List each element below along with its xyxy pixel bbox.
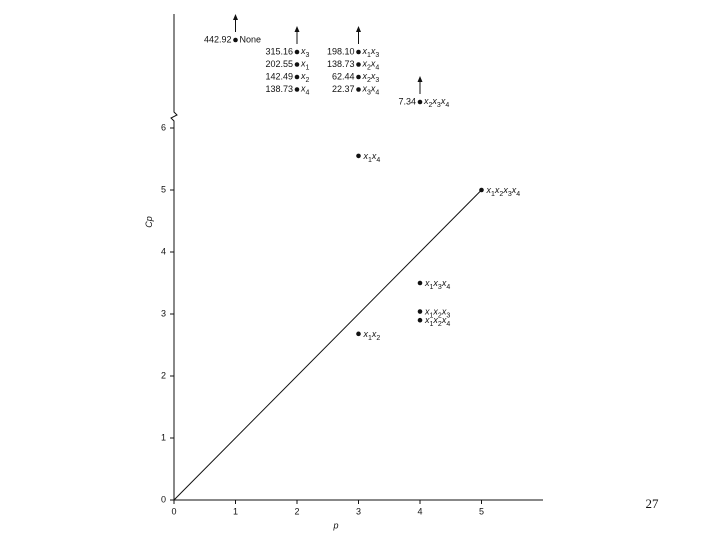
x-tick-label: 4 bbox=[417, 506, 422, 516]
y-tick-label: 0 bbox=[161, 494, 166, 504]
arrow-head bbox=[356, 26, 361, 32]
off-scale-label: x2x4 bbox=[362, 59, 380, 72]
off-scale-label: x3x4 bbox=[362, 84, 380, 97]
y-tick-label: 1 bbox=[161, 432, 166, 442]
off-scale-value: 138.73 bbox=[327, 59, 355, 69]
off-scale-value: 138.73 bbox=[265, 84, 293, 94]
off-scale-label: x2 bbox=[300, 71, 310, 84]
off-scale-point bbox=[417, 99, 423, 105]
off-scale-value: 315.16 bbox=[265, 46, 293, 56]
point-label: x1x2x3 bbox=[424, 307, 450, 320]
off-scale-label: x3 bbox=[300, 46, 310, 59]
x-axis-label: p bbox=[332, 520, 338, 530]
point-label: x1x2x3x4 bbox=[486, 185, 521, 198]
off-scale-point bbox=[233, 37, 238, 43]
off-scale-point bbox=[294, 62, 300, 67]
x-tick-label: 1 bbox=[233, 506, 238, 516]
y-tick-label: 3 bbox=[161, 308, 166, 318]
arrow-head bbox=[294, 26, 300, 32]
point-label: x1x3x4 bbox=[424, 278, 450, 291]
arrow-head bbox=[233, 14, 238, 20]
off-scale-label: x2x3 bbox=[362, 71, 380, 84]
y-tick-label: 4 bbox=[161, 246, 166, 256]
point-label: x1x2 bbox=[363, 329, 381, 342]
off-scale-label: x2x3x4 bbox=[423, 96, 449, 109]
point bbox=[479, 187, 484, 193]
reference-line bbox=[173, 189, 482, 501]
off-scale-value: 142.49 bbox=[265, 71, 293, 81]
off-scale-value: 22.37 bbox=[332, 84, 355, 94]
off-scale-point bbox=[356, 74, 361, 80]
y-tick-label: 6 bbox=[161, 122, 166, 132]
off-scale-value: 62.44 bbox=[332, 71, 355, 81]
y-tick-label: 5 bbox=[161, 184, 166, 194]
y-axis-label: Cp bbox=[144, 216, 154, 228]
point bbox=[417, 317, 423, 323]
off-scale-value: 202.55 bbox=[265, 59, 293, 69]
off-scale-label: x1 bbox=[300, 59, 310, 72]
point bbox=[356, 331, 361, 337]
x-tick-label: 5 bbox=[479, 506, 484, 516]
point-label: x1x4 bbox=[363, 151, 381, 164]
point bbox=[417, 309, 423, 314]
point bbox=[417, 280, 423, 286]
off-scale-point bbox=[356, 87, 361, 92]
point-label: x1x2x4 bbox=[424, 316, 450, 329]
off-scale-label: x4 bbox=[300, 84, 310, 97]
off-scale-label: x1x3 bbox=[362, 46, 380, 59]
x-tick-label: 0 bbox=[171, 506, 176, 516]
y-tick-label: 2 bbox=[161, 370, 166, 380]
x-tick-label: 2 bbox=[294, 506, 299, 516]
arrow-head bbox=[417, 76, 423, 82]
y-axis bbox=[170, 14, 178, 500]
off-scale-point bbox=[294, 49, 300, 55]
off-scale-value: 198.10 bbox=[327, 46, 355, 56]
off-scale-point bbox=[356, 62, 361, 67]
off-scale-value: 7.34 bbox=[398, 96, 416, 106]
off-scale-value: 442.92 bbox=[204, 34, 232, 44]
page-number: 27 bbox=[646, 496, 660, 511]
off-scale-point bbox=[356, 49, 361, 55]
x-tick-label: 3 bbox=[356, 506, 361, 516]
point bbox=[356, 153, 361, 159]
off-scale-point bbox=[294, 74, 300, 80]
off-scale-point bbox=[294, 87, 300, 92]
off-scale-label: None bbox=[240, 34, 262, 44]
